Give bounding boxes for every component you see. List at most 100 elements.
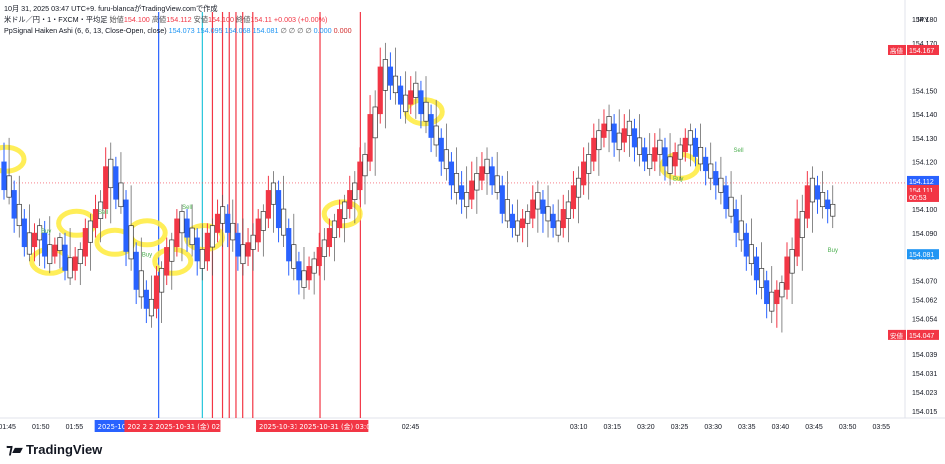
candle-body xyxy=(825,199,831,210)
price-tick-label: 154.120 xyxy=(912,160,937,167)
candle-body xyxy=(123,199,129,252)
hollow-candle-body xyxy=(26,232,32,255)
highlight-ellipse xyxy=(126,218,168,248)
price-badge-label: 154.112 xyxy=(909,179,934,186)
symbol-name[interactable]: 米ドル／円・1・FXCM・平均足 xyxy=(4,15,108,24)
candle-body xyxy=(306,266,312,281)
price-badge-label: 00:53 xyxy=(909,195,927,202)
price-tick-label: 154.062 xyxy=(912,297,937,304)
hollow-candle-body xyxy=(626,120,632,136)
hollow-candle-body xyxy=(138,270,144,298)
price-tag-label: 高値 xyxy=(890,46,904,55)
high-label: 高値 xyxy=(151,15,167,24)
candle-body xyxy=(164,247,170,276)
price-badge xyxy=(907,44,939,55)
candle-body xyxy=(326,228,333,248)
legend-line-2: 米ドル／円・1・FXCM・平均足 始値154.100 高値154.112 安値1… xyxy=(4,14,352,25)
candle-body xyxy=(133,251,139,290)
hollow-candle-body xyxy=(769,291,775,312)
price-badge xyxy=(907,175,939,186)
hollow-candle-body xyxy=(759,268,765,288)
tradingview-logo-icon: ⁊▰ xyxy=(6,441,23,457)
candle-body xyxy=(662,147,668,167)
candle-body xyxy=(336,209,343,229)
price-tick-label: 154.031 xyxy=(912,371,937,378)
hollow-candle-body xyxy=(321,239,327,257)
candle-body xyxy=(235,232,241,257)
signal-label: Buy xyxy=(673,177,683,183)
hollow-candle-body xyxy=(555,220,561,236)
indicator-value-6: 0.000 xyxy=(333,26,352,35)
hollow-candle-body xyxy=(565,201,571,219)
time-badge-label: 2025-10-31 (金) 03:03 xyxy=(299,422,375,431)
candle-body xyxy=(509,213,516,229)
candle-body xyxy=(804,185,810,219)
candle-body xyxy=(550,213,556,229)
indicator-name[interactable]: PpSignal Haiken Ashi (6, 6, 13, Close-Op… xyxy=(4,26,167,35)
signal-label: Buy xyxy=(142,253,152,259)
price-tag-badge xyxy=(888,44,906,55)
price-tick-label: 154.039 xyxy=(912,352,937,359)
time-badge-label: 202 2 2 2025-10-31 (金) 02:38 xyxy=(127,422,231,431)
hollow-candle-body xyxy=(159,268,165,293)
candle-body xyxy=(174,218,180,248)
hollow-candle-body xyxy=(443,149,449,170)
hollow-candle-body xyxy=(47,244,53,265)
candle-body xyxy=(642,147,648,162)
hollow-candle-body xyxy=(423,101,429,122)
hollow-candle-body xyxy=(616,132,622,151)
candle-body xyxy=(764,280,770,305)
candle-body xyxy=(184,218,190,238)
candle-body xyxy=(204,232,210,262)
hollow-candle-body xyxy=(291,244,297,269)
hollow-candle-body xyxy=(362,154,368,177)
hollow-candle-body xyxy=(799,211,805,238)
time-tick-label: 03:30 xyxy=(704,424,722,431)
candle-body xyxy=(153,275,160,309)
hollow-candle-body xyxy=(484,158,490,174)
candle-body xyxy=(225,213,231,233)
hollow-candle-body xyxy=(148,298,154,317)
hollow-candle-body xyxy=(698,146,704,165)
candle-body xyxy=(733,209,739,233)
hollow-candle-body xyxy=(260,211,266,231)
hollow-candle-body xyxy=(230,222,236,241)
hollow-candle-body xyxy=(535,192,541,210)
time-tick-label: 03:25 xyxy=(671,424,689,431)
candle-body xyxy=(570,185,577,210)
candle-body xyxy=(448,161,455,186)
tradingview-brand[interactable]: ⁊▰ TradingView xyxy=(6,441,102,458)
indicator-value-5: 0.000 xyxy=(313,26,332,35)
hollow-candle-body xyxy=(128,225,134,260)
hollow-candle-body xyxy=(16,203,22,227)
hollow-candle-body xyxy=(199,249,205,269)
candle-body xyxy=(265,190,271,219)
hollow-candle-body xyxy=(87,220,93,243)
hollow-candle-body xyxy=(514,220,521,236)
price-badge-label: 154.111 xyxy=(909,188,933,195)
hollow-candle-body xyxy=(453,173,460,193)
candle-body xyxy=(581,161,587,186)
time-tick-label: 02:45 xyxy=(402,424,420,431)
candle-body xyxy=(489,166,495,186)
indicator-value-2: 154.095 xyxy=(196,26,223,35)
hollow-candle-body xyxy=(352,182,358,200)
legend-line-3: PpSignal Haiken Ashi (6, 6, 13, Close-Op… xyxy=(4,25,352,36)
price-tick-label: 154.170 xyxy=(912,41,937,48)
price-tick-label: 154.100 xyxy=(912,207,937,214)
hollow-candle-body xyxy=(687,130,693,146)
price-badge xyxy=(907,191,939,202)
hollow-candle-body xyxy=(67,257,73,279)
hollow-candle-body xyxy=(372,106,378,139)
time-tick-label: 01:45 xyxy=(0,424,16,431)
signal-label: Sell xyxy=(98,210,108,216)
price-tick-label: 154.054 xyxy=(912,316,937,323)
price-tick-label: 154.150 xyxy=(912,88,937,95)
time-tick-label: 03:20 xyxy=(637,424,655,431)
price-badge-label: 154.081 xyxy=(909,252,934,259)
hollow-candle-body xyxy=(118,182,124,208)
candle-body xyxy=(82,228,88,257)
candle-body xyxy=(397,85,404,105)
hollow-candle-body xyxy=(606,116,612,132)
